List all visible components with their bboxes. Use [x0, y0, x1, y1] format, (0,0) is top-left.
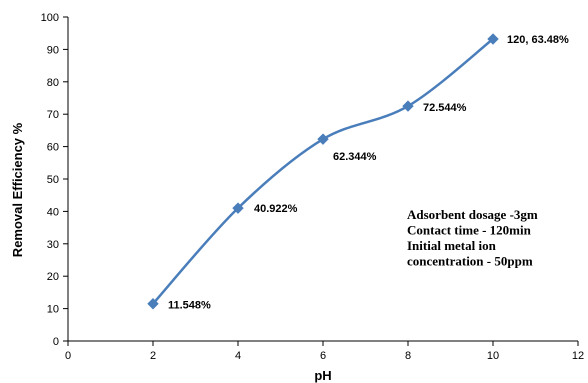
y-axis-title: Removal Efficiency %	[10, 122, 25, 257]
x-axis-title: pH	[314, 368, 331, 383]
y-tick-label: 30	[47, 239, 59, 251]
x-tick-label: 0	[65, 350, 71, 362]
note-line: concentration - 50ppm	[407, 254, 533, 269]
y-tick-label: 70	[47, 109, 59, 121]
y-axis-ticks: 0 10 20 30 40 50 60 70 80 90 100	[41, 12, 68, 348]
data-label: 72.544%	[423, 102, 467, 114]
y-tick-label: 60	[47, 142, 59, 154]
data-labels: 11.548% 40.922% 62.344% 72.544% 120, 63.48%	[168, 34, 569, 312]
x-tick-label: 12	[572, 350, 584, 362]
data-label: 120, 63.48%	[507, 34, 569, 46]
x-tick-label: 2	[150, 350, 156, 362]
y-tick-label: 20	[47, 271, 59, 283]
y-tick-label: 0	[53, 336, 59, 348]
note-line: Adsorbent dosage -3gm	[407, 207, 538, 222]
x-tick-label: 8	[405, 350, 411, 362]
data-label: 40.922%	[254, 203, 298, 215]
y-tick-label: 100	[41, 12, 59, 24]
x-axis-ticks: 0 2 4 6 8 10 12	[65, 341, 584, 362]
y-tick-label: 10	[47, 304, 59, 316]
data-point	[232, 202, 244, 214]
data-point	[402, 100, 414, 112]
data-label: 62.344%	[333, 151, 377, 163]
note-line: Contact time - 120min	[407, 223, 532, 238]
x-tick-label: 4	[235, 350, 241, 362]
data-point	[317, 133, 329, 145]
y-tick-label: 40	[47, 206, 59, 218]
y-tick-label: 50	[47, 174, 59, 186]
x-tick-label: 6	[320, 350, 326, 362]
series-markers	[147, 33, 499, 310]
note-line: Initial metal ion	[407, 238, 497, 253]
data-point	[487, 33, 499, 45]
y-tick-label: 80	[47, 77, 59, 89]
data-point	[147, 298, 159, 310]
y-tick-label: 90	[47, 44, 59, 56]
x-tick-label: 10	[487, 350, 499, 362]
data-label: 11.548%	[168, 300, 211, 312]
